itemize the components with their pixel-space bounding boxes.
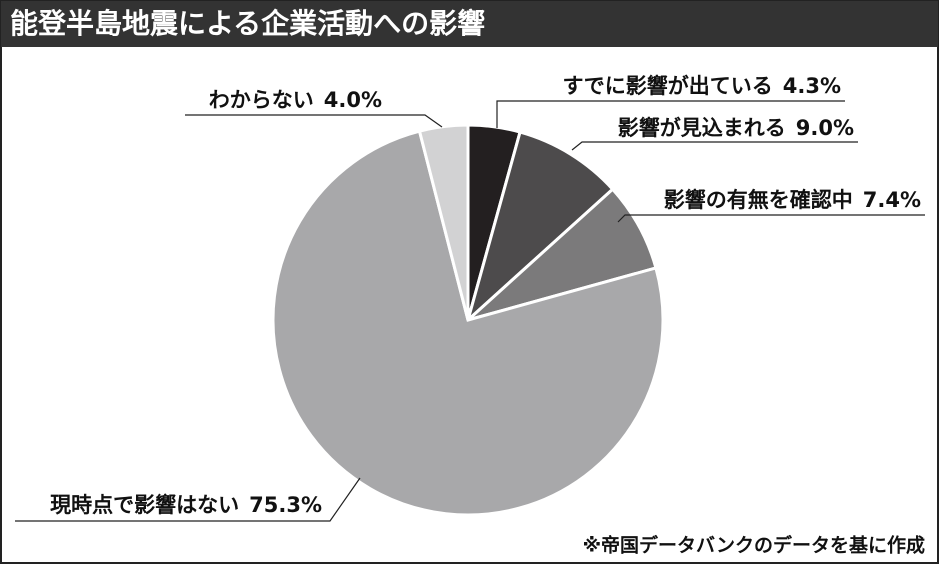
leader-line xyxy=(571,141,858,151)
category-label: 現時点で影響はない xyxy=(50,493,239,517)
slice-label: すでに影響が出ている 4.3% xyxy=(563,74,841,98)
value-label: 4.0% xyxy=(324,88,382,112)
pie-slice xyxy=(271,129,665,517)
leader-line xyxy=(617,214,925,223)
category-label: すでに影響が出ている xyxy=(563,74,773,98)
slice-label: わからない 4.0% xyxy=(209,88,382,112)
slice-label: 影響の有無を確認中 7.4% xyxy=(664,188,921,212)
value-label: 4.3% xyxy=(783,74,841,98)
value-label: 9.0% xyxy=(796,116,854,140)
value-label: 7.4% xyxy=(863,188,921,212)
leader-line xyxy=(185,114,443,128)
leader-line xyxy=(15,477,361,522)
title-bar xyxy=(1,1,938,47)
slice-label: 影響が見込まれる 9.0% xyxy=(618,116,854,140)
chart-title: 能登半島地震による企業活動への影響 xyxy=(10,7,485,40)
pie-slice xyxy=(465,130,615,325)
category-label: 影響が見込まれる xyxy=(618,116,786,140)
note: ※帝国データバンクのデータを基に作成 xyxy=(583,534,925,557)
pie-slice xyxy=(417,123,470,321)
leader-line xyxy=(496,100,845,128)
category-label: わからない xyxy=(209,88,314,112)
slice-label: 現時点で影響はない 75.3% xyxy=(50,493,322,517)
category-label: 影響の有無を確認中 xyxy=(664,188,853,212)
value-label: 75.3% xyxy=(249,493,322,517)
